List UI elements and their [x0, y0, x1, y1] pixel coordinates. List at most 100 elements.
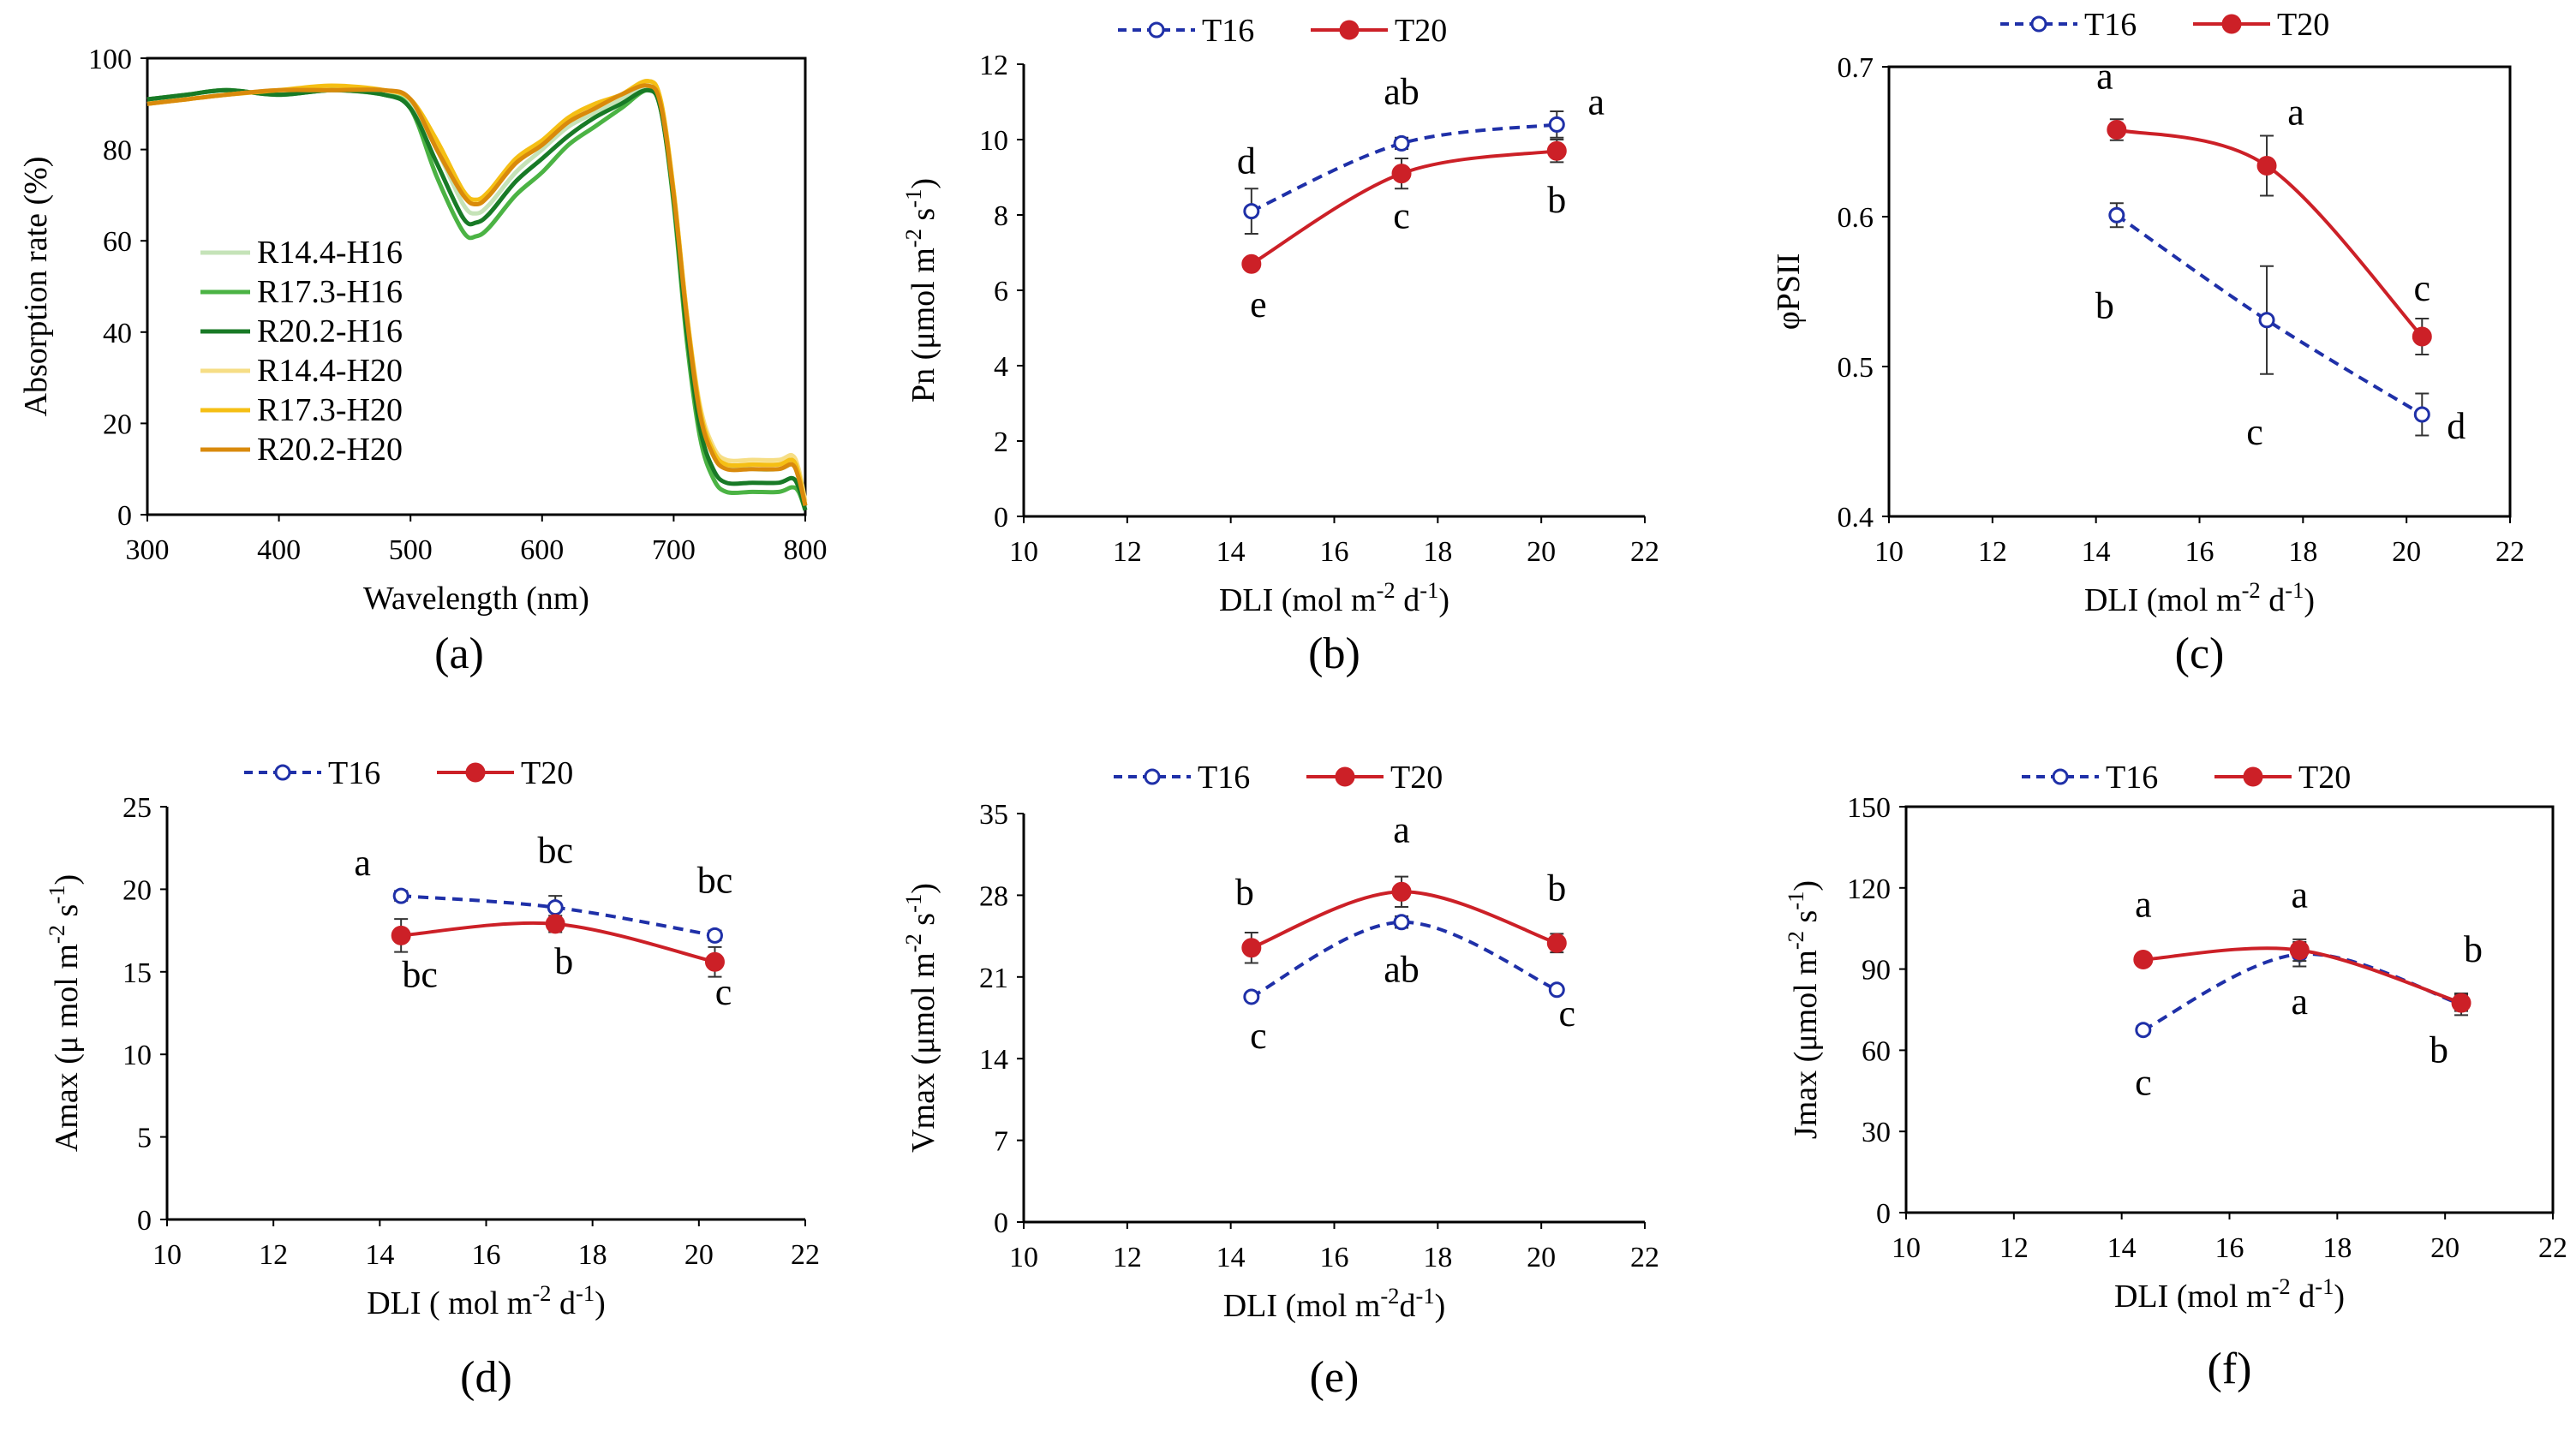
legend-marker-T20 [2243, 766, 2263, 787]
legend-entry-T16: T16 [2084, 7, 2137, 43]
data-point-T20 [2133, 950, 2154, 970]
significance-label: bc [697, 859, 733, 901]
y-tick-label: 0.6 [1838, 202, 1874, 234]
y-tick-label: 6 [994, 276, 1008, 307]
panel-label: (c) [2175, 629, 2225, 678]
y-axis-label: Absorption rate (%) [18, 157, 54, 417]
x-axis-label: DLI (mol m-2 d-1) [1219, 577, 1449, 618]
y-tick-label: 2 [994, 426, 1008, 458]
data-point-T20 [1546, 933, 1567, 953]
y-axis-label: Amax (μ mol m-2 s-1) [44, 874, 85, 1152]
y-tick-label: 12 [979, 50, 1008, 81]
x-tick-label: 20 [684, 1239, 714, 1271]
y-tick-label: 21 [979, 963, 1008, 994]
x-tick-label: 700 [652, 534, 696, 566]
data-point-T20 [391, 925, 411, 945]
y-tick-label: 28 [979, 880, 1008, 912]
significance-label: b [1547, 179, 1566, 221]
x-tick-label: 20 [1527, 1242, 1556, 1273]
x-tick-label: 300 [126, 534, 170, 566]
data-point-T20 [2289, 939, 2310, 960]
data-point-T20 [1241, 938, 1262, 958]
legend-entry-T20: T20 [521, 755, 573, 791]
x-tick-label: 10 [1874, 536, 1904, 568]
data-point-T16 [1393, 134, 1410, 152]
y-axis-label: Pn (μmol m-2 s-1) [900, 178, 941, 402]
data-point-T20 [1546, 140, 1567, 161]
x-tick-label: 500 [389, 534, 433, 566]
x-tick-label: 14 [1216, 1242, 1246, 1273]
y-tick-label: 150 [1847, 792, 1891, 824]
y-tick-label: 7 [994, 1126, 1008, 1158]
significance-label: a [2135, 884, 2152, 926]
x-tick-label: 600 [520, 534, 564, 566]
y-tick-label: 30 [1862, 1117, 1891, 1148]
legend-marker-T16 [1148, 21, 1165, 39]
x-tick-label: 18 [578, 1239, 607, 1271]
y-tick-label: 4 [994, 351, 1008, 383]
significance-label: a [2287, 92, 2304, 134]
y-tick-label: 0.5 [1838, 352, 1874, 384]
significance-label: a [2096, 56, 2113, 98]
y-tick-label: 5 [137, 1123, 152, 1154]
data-point-T16 [1243, 203, 1260, 220]
panel-label: (b) [1308, 629, 1360, 678]
significance-label: ab [1384, 949, 1419, 991]
x-tick-label: 16 [2215, 1232, 2244, 1264]
x-tick-label: 18 [2288, 536, 2317, 568]
chart-panel-e: 10 12 14 16 18 20 22 0 7 14 21 28 35 DLI (mol m-2d-1)… [900, 760, 1659, 1402]
y-tick-label: 40 [103, 318, 132, 349]
legend-entry-T16: T16 [1202, 13, 1254, 49]
x-tick-label: 22 [2538, 1232, 2567, 1264]
x-tick-label: 10 [1892, 1232, 1921, 1264]
x-tick-label: 12 [1999, 1232, 2029, 1264]
data-point-T16 [2108, 206, 2125, 224]
y-tick-label: 25 [123, 792, 152, 824]
significance-label: a [2292, 981, 2309, 1023]
y-tick-label: 0.7 [1838, 52, 1874, 84]
significance-label: c [1559, 993, 1576, 1034]
data-point-T16 [2258, 312, 2275, 329]
data-point-T20 [2451, 993, 2471, 1013]
legend-entry: R14.4-H16 [257, 235, 403, 271]
significance-label: c [2414, 267, 2431, 309]
data-point-T16 [1243, 988, 1260, 1005]
y-tick-label: 0 [117, 500, 132, 532]
y-tick-label: 10 [979, 125, 1008, 157]
data-point-T16 [1548, 116, 1565, 133]
x-tick-label: 16 [472, 1239, 501, 1271]
data-point-T20 [2256, 156, 2277, 176]
y-tick-label: 120 [1847, 874, 1891, 905]
significance-label: d [1237, 140, 1256, 182]
y-tick-label: 80 [103, 135, 132, 167]
y-axis-label: Jmax (μmol m-2 s-1) [1783, 880, 1824, 1139]
legend-entry: R14.4-H20 [257, 353, 403, 389]
x-tick-label: 12 [1113, 1242, 1142, 1273]
x-tick-label: 16 [1320, 536, 1349, 568]
legend-entry: R17.3-H16 [257, 274, 403, 310]
panel-label: (d) [460, 1353, 512, 1402]
legend-entry-T16: T16 [1198, 760, 1250, 796]
data-point-T20 [545, 914, 565, 934]
significance-label: a [1393, 808, 1410, 850]
legend-marker-T20 [465, 762, 486, 783]
y-tick-label: 20 [123, 874, 152, 906]
significance-label: b [554, 940, 573, 982]
significance-label: b [2095, 284, 2114, 326]
legend-entry: R17.3-H20 [257, 392, 403, 428]
significance-label: e [1250, 283, 1267, 325]
x-tick-label: 10 [1009, 536, 1038, 568]
y-tick-label: 100 [88, 44, 132, 75]
panel-label: (a) [434, 629, 484, 678]
y-tick-label: 0 [137, 1205, 152, 1237]
legend-marker-T20 [2221, 14, 2242, 34]
significance-label: a [354, 842, 371, 884]
legend-entry-T16: T16 [2106, 760, 2158, 796]
significance-label: bc [537, 830, 573, 872]
legend-entry-T20: T20 [2298, 760, 2351, 796]
panel-label: (e) [1310, 1353, 1360, 1402]
y-tick-label: 10 [123, 1040, 152, 1071]
x-tick-label: 400 [257, 534, 301, 566]
y-tick-label: 8 [994, 200, 1008, 232]
